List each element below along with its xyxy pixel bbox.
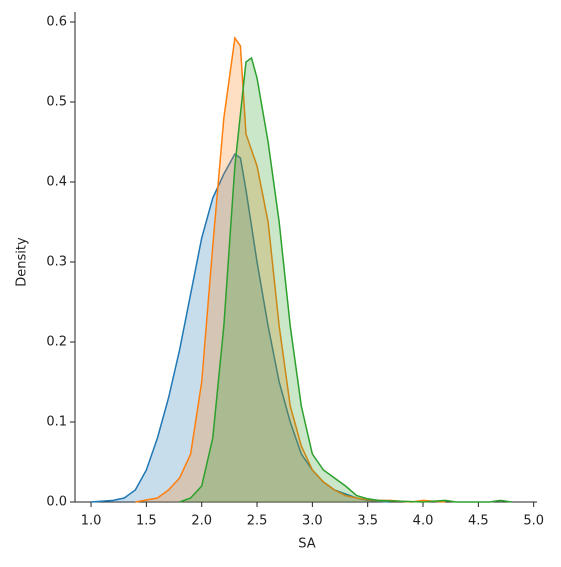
density-area bbox=[135, 38, 446, 502]
x-tick-label: 2.0 bbox=[191, 514, 212, 529]
y-tick-label: 0.1 bbox=[46, 415, 67, 430]
y-tick-label: 0.0 bbox=[46, 495, 67, 510]
x-tick-label: 3.0 bbox=[302, 514, 323, 529]
y-tick-label: 0.2 bbox=[46, 335, 67, 350]
x-tick-label: 4.5 bbox=[468, 514, 489, 529]
x-tick-label: 2.5 bbox=[247, 514, 268, 529]
x-tick-label: 1.0 bbox=[81, 514, 102, 529]
y-tick-label: 0.5 bbox=[46, 95, 67, 110]
density-area bbox=[179, 58, 512, 502]
x-tick-label: 3.5 bbox=[357, 514, 378, 529]
y-tick-label: 0.6 bbox=[46, 15, 67, 30]
y-tick-label: 0.4 bbox=[46, 175, 67, 190]
x-tick-label: 5.0 bbox=[523, 514, 544, 529]
y-tick-label: 0.3 bbox=[46, 255, 67, 270]
x-tick-label: 4.0 bbox=[413, 514, 434, 529]
x-axis-label: SA bbox=[298, 537, 315, 552]
density-line bbox=[179, 56, 512, 503]
x-tick-label: 1.5 bbox=[136, 514, 157, 529]
y-axis-label: Density bbox=[15, 237, 30, 287]
density-area bbox=[91, 154, 390, 502]
